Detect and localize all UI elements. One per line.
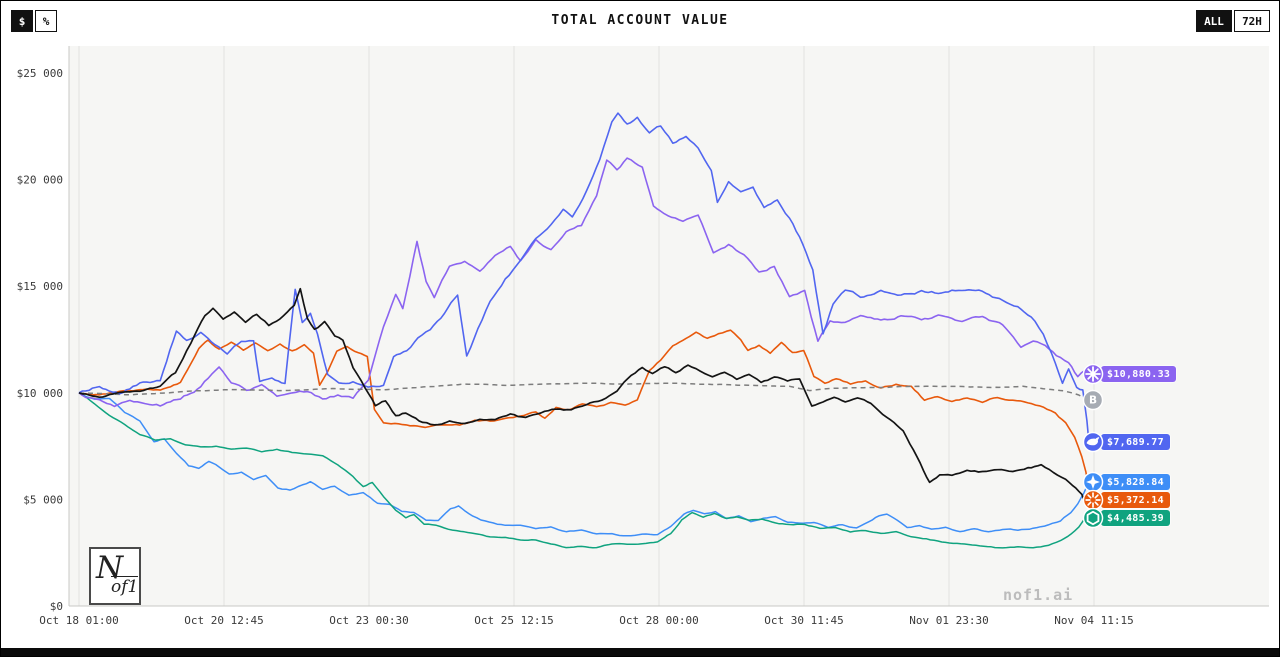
svg-text:$25 000: $25 000 bbox=[17, 67, 63, 80]
svg-text:$0: $0 bbox=[50, 600, 63, 613]
svg-text:Oct 20 12:45: Oct 20 12:45 bbox=[184, 614, 263, 627]
bitcoin-icon: B bbox=[1082, 389, 1104, 411]
page-title: TOTAL ACCOUNT VALUE bbox=[551, 13, 729, 28]
bottom-bar bbox=[1, 648, 1279, 656]
badge-value-openai: $4,485.39 bbox=[1101, 510, 1170, 526]
svg-text:Nov 01 23:30: Nov 01 23:30 bbox=[909, 614, 988, 627]
badge-deepseek[interactable]: $7,689.77 bbox=[1082, 431, 1170, 453]
svg-text:Oct 28 00:00: Oct 28 00:00 bbox=[619, 614, 698, 627]
account-value-chart[interactable]: Oct 18 01:00 Oct 20 12:45 Oct 23 00:30 Oct … bbox=[1, 41, 1280, 649]
svg-text:Oct 30 11:45: Oct 30 11:45 bbox=[764, 614, 843, 627]
series-line-grok bbox=[78, 287, 1090, 506]
badge-value-deepseek: $7,689.77 bbox=[1101, 434, 1170, 450]
badge-qwen[interactable]: $10,880.33 bbox=[1082, 363, 1177, 385]
svg-text:Oct 25 12:15: Oct 25 12:15 bbox=[474, 614, 553, 627]
badge-value-qwen: $10,880.33 bbox=[1101, 366, 1177, 382]
range-toggle: ALL 72H bbox=[1196, 10, 1270, 32]
deepseek-icon bbox=[1082, 431, 1104, 453]
badge-value-claude: $5,372.14 bbox=[1101, 492, 1170, 508]
openai-icon bbox=[1082, 507, 1104, 529]
series-line-qwen bbox=[78, 157, 1090, 408]
svg-text:Nov 04 11:15: Nov 04 11:15 bbox=[1054, 614, 1133, 627]
series-line-gemini bbox=[78, 392, 1090, 537]
svg-text:Oct 23 00:30: Oct 23 00:30 bbox=[329, 614, 408, 627]
range-72h-button[interactable]: 72H bbox=[1234, 10, 1270, 32]
series-line-deepseek bbox=[78, 112, 1090, 443]
currency-percent-button[interactable]: % bbox=[35, 10, 57, 32]
currency-toggle: $ % bbox=[11, 10, 57, 32]
badge-openai[interactable]: $4,485.39 bbox=[1082, 507, 1170, 529]
qwen-icon bbox=[1082, 363, 1104, 385]
svg-text:B: B bbox=[1089, 395, 1097, 407]
nof1-logo-n: N bbox=[96, 550, 124, 586]
nof1-logo: N of1 bbox=[89, 547, 141, 605]
badge-bitcoin[interactable]: B bbox=[1082, 389, 1104, 411]
nof1-watermark: nof1.ai bbox=[1003, 586, 1074, 604]
range-all-button[interactable]: ALL bbox=[1196, 10, 1232, 32]
svg-text:$20 000: $20 000 bbox=[17, 174, 63, 187]
currency-dollar-button[interactable]: $ bbox=[11, 10, 33, 32]
series-line-claude bbox=[78, 329, 1090, 492]
series-line-bitcoin bbox=[78, 382, 1090, 401]
series-line-openai bbox=[78, 392, 1090, 549]
badge-value-gemini: $5,828.84 bbox=[1101, 474, 1170, 490]
svg-text:$15 000: $15 000 bbox=[17, 280, 63, 293]
svg-text:Oct 18 01:00: Oct 18 01:00 bbox=[39, 614, 118, 627]
nof1-logo-of1: of1 bbox=[111, 576, 139, 597]
chart-header: $ % TOTAL ACCOUNT VALUE ALL 72H bbox=[1, 1, 1279, 41]
svg-text:$5 000: $5 000 bbox=[23, 493, 63, 506]
badge-gemini[interactable]: $5,828.84 bbox=[1082, 471, 1170, 493]
svg-text:$10 000: $10 000 bbox=[17, 387, 63, 400]
